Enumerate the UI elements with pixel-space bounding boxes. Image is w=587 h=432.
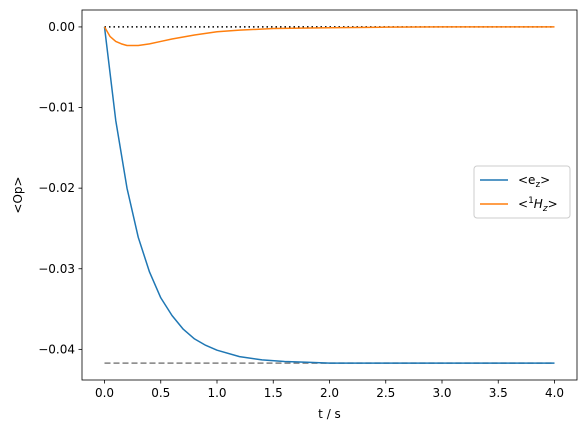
legend: <ez> <1Hz> [473,165,571,219]
x-tick-label: 2.5 [376,386,395,400]
y-tick-label: −0.02 [38,181,75,195]
x-tick-label: 3.5 [489,386,508,400]
x-axis-label: t / s [318,407,341,421]
y-axis-label: <Op> [11,176,25,213]
x-tick-label: 1.5 [264,386,283,400]
x-tick-label: 3.0 [432,386,451,400]
x-ticks: 0.0 0.5 1.0 1.5 2.0 2.5 3.0 3.5 4.0 [95,380,564,400]
x-tick-label: 0.0 [95,386,114,400]
legend-box [473,165,571,219]
series-line-1hz [103,26,555,47]
y-ticks: 0.00 −0.01 −0.02 −0.03 −0.04 [38,20,82,356]
y-tick-label: −0.04 [38,342,75,356]
x-tick-label: 4.0 [545,386,564,400]
legend-label-1hz: <1Hz> [518,196,558,214]
legend-label-ez: <ez> [518,173,550,190]
y-tick-label: −0.01 [38,101,75,115]
y-tick-label: −0.03 [38,262,75,276]
y-tick-label: 0.00 [48,20,75,34]
x-tick-label: 1.0 [207,386,226,400]
series-line-ez [103,26,555,364]
x-tick-label: 2.0 [320,386,339,400]
plot-content [103,26,555,364]
x-tick-label: 0.5 [151,386,170,400]
